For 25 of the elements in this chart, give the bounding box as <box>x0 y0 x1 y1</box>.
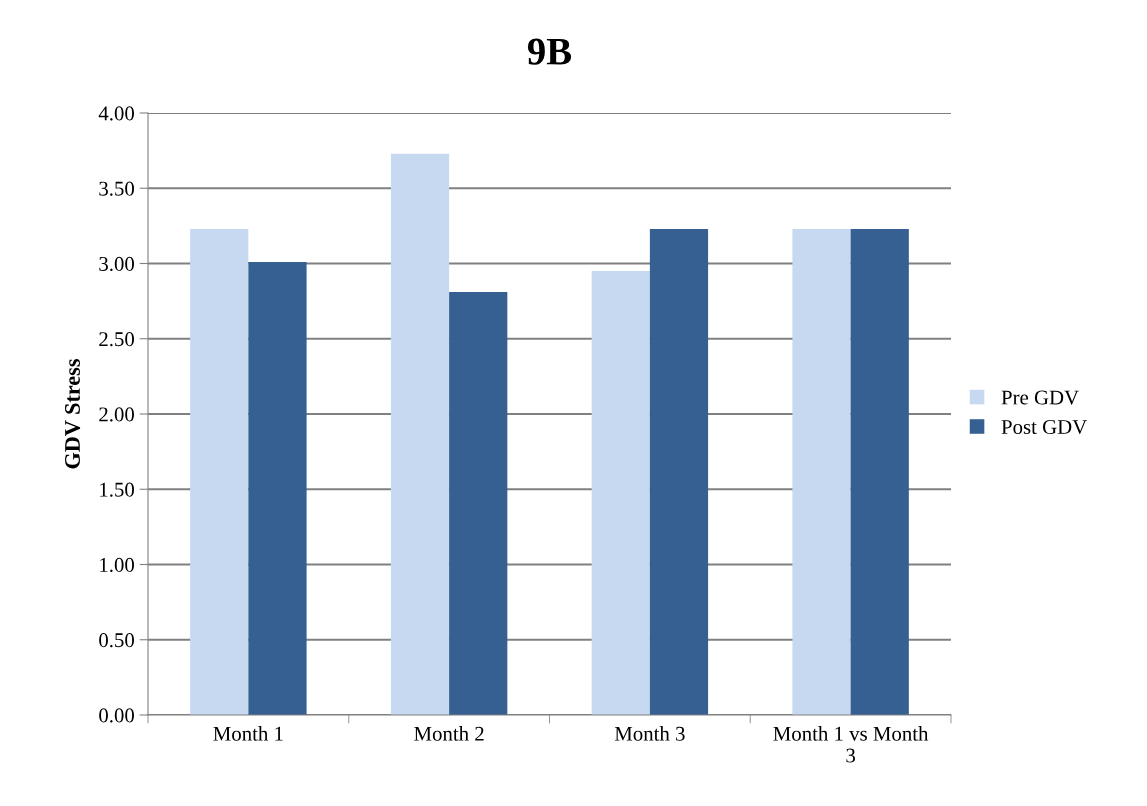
y-tick-label: 3.00 <box>99 256 135 272</box>
y-tick-label: 0.00 <box>99 708 135 723</box>
bar <box>850 228 909 715</box>
bar <box>190 228 249 715</box>
x-tick-label: Month 3 <box>614 726 685 741</box>
y-tick-label: 1.00 <box>100 557 135 573</box>
x-tick-label: Month 1 <box>213 726 283 741</box>
bar <box>248 261 307 715</box>
bar <box>792 228 851 715</box>
bar <box>449 292 508 715</box>
chart-title: 9B <box>527 38 572 65</box>
y-tick-label: 4.00 <box>98 106 135 121</box>
y-tick-label: 1.50 <box>100 482 135 497</box>
bar <box>591 271 650 715</box>
legend-label: Pre GDV <box>1001 390 1079 405</box>
y-axis-title: GDV Stress <box>65 359 81 469</box>
y-tick-label: 2.00 <box>99 407 135 422</box>
bar <box>390 153 450 715</box>
legend-label: Post GDV <box>1001 420 1088 435</box>
y-tick-label: 2.50 <box>99 332 135 347</box>
x-tick-label: Month 2 <box>414 726 484 741</box>
bar <box>649 228 709 715</box>
x-tick-label: Month 1 vs Month 3 <box>773 726 929 763</box>
y-tick-label: 0.50 <box>99 633 135 648</box>
y-tick-label: 3.50 <box>99 181 135 196</box>
